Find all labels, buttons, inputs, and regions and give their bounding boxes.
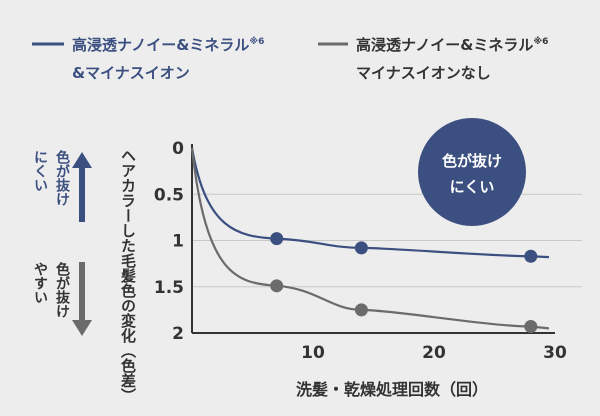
- arrow-up-label-line2: にくい: [32, 150, 48, 192]
- series-points: [270, 232, 538, 334]
- legend-label-series-2: 高浸透ナノイー&ミネラル※6: [356, 36, 548, 54]
- arrow-up-label-line1: 色が抜け: [54, 149, 70, 206]
- badge-circle: [418, 118, 526, 226]
- series-1-line: [190, 147, 550, 259]
- x-tick-label: 30: [543, 343, 567, 363]
- series-lines: [190, 147, 550, 330]
- y-tick-label: 1.5: [154, 278, 184, 298]
- arrow-up-icon: [72, 152, 92, 222]
- badge: 色が抜け にくい: [418, 118, 526, 226]
- x-axis-label: 洗髪・乾燥処理回数（回）: [296, 380, 488, 399]
- series-2-point: [354, 303, 368, 317]
- grid: [192, 193, 582, 288]
- arrow-down-group: 色が抜け やすい: [32, 261, 92, 336]
- y-tick-label: 2: [172, 324, 184, 344]
- y-tick-label: 1: [172, 232, 184, 252]
- series-1-point: [524, 249, 538, 263]
- axes: [191, 144, 555, 334]
- series-1-point: [354, 241, 368, 255]
- x-tick-label: 20: [422, 343, 446, 363]
- y-tick-label: 0: [172, 139, 184, 159]
- series-2-point: [270, 279, 284, 293]
- series-1-point: [270, 232, 284, 246]
- y-tick-labels: 0 0.5 1 1.5 2: [154, 139, 184, 344]
- arrow-down-icon: [72, 262, 92, 336]
- arrow-up-group: 色が抜け にくい: [32, 149, 92, 222]
- y-axis-label: ヘアカラーした毛髪色の変化（色差）: [119, 148, 137, 403]
- badge-line1: 色が抜け: [442, 152, 502, 170]
- legend-label-series-2-line2: マイナスイオンなし: [356, 64, 491, 82]
- legend: 高浸透ナノイー&ミネラル※6 &マイナスイオン 高浸透ナノイー&ミネラル※6 マ…: [32, 36, 548, 82]
- legend-label-series-1: 高浸透ナノイー&ミネラル※6: [72, 36, 264, 54]
- y-tick-label: 0.5: [154, 185, 184, 205]
- x-tick-label: 10: [301, 343, 325, 363]
- series-2-line: [190, 147, 550, 330]
- arrow-down-label-line1: 色が抜け: [54, 261, 70, 318]
- series-2-point: [524, 320, 538, 334]
- x-tick-labels: 10 20 30: [301, 343, 567, 363]
- badge-line2: にくい: [450, 178, 495, 196]
- arrow-down-label-line2: やすい: [32, 262, 48, 304]
- legend-label-series-1-line2: &マイナスイオン: [72, 64, 190, 82]
